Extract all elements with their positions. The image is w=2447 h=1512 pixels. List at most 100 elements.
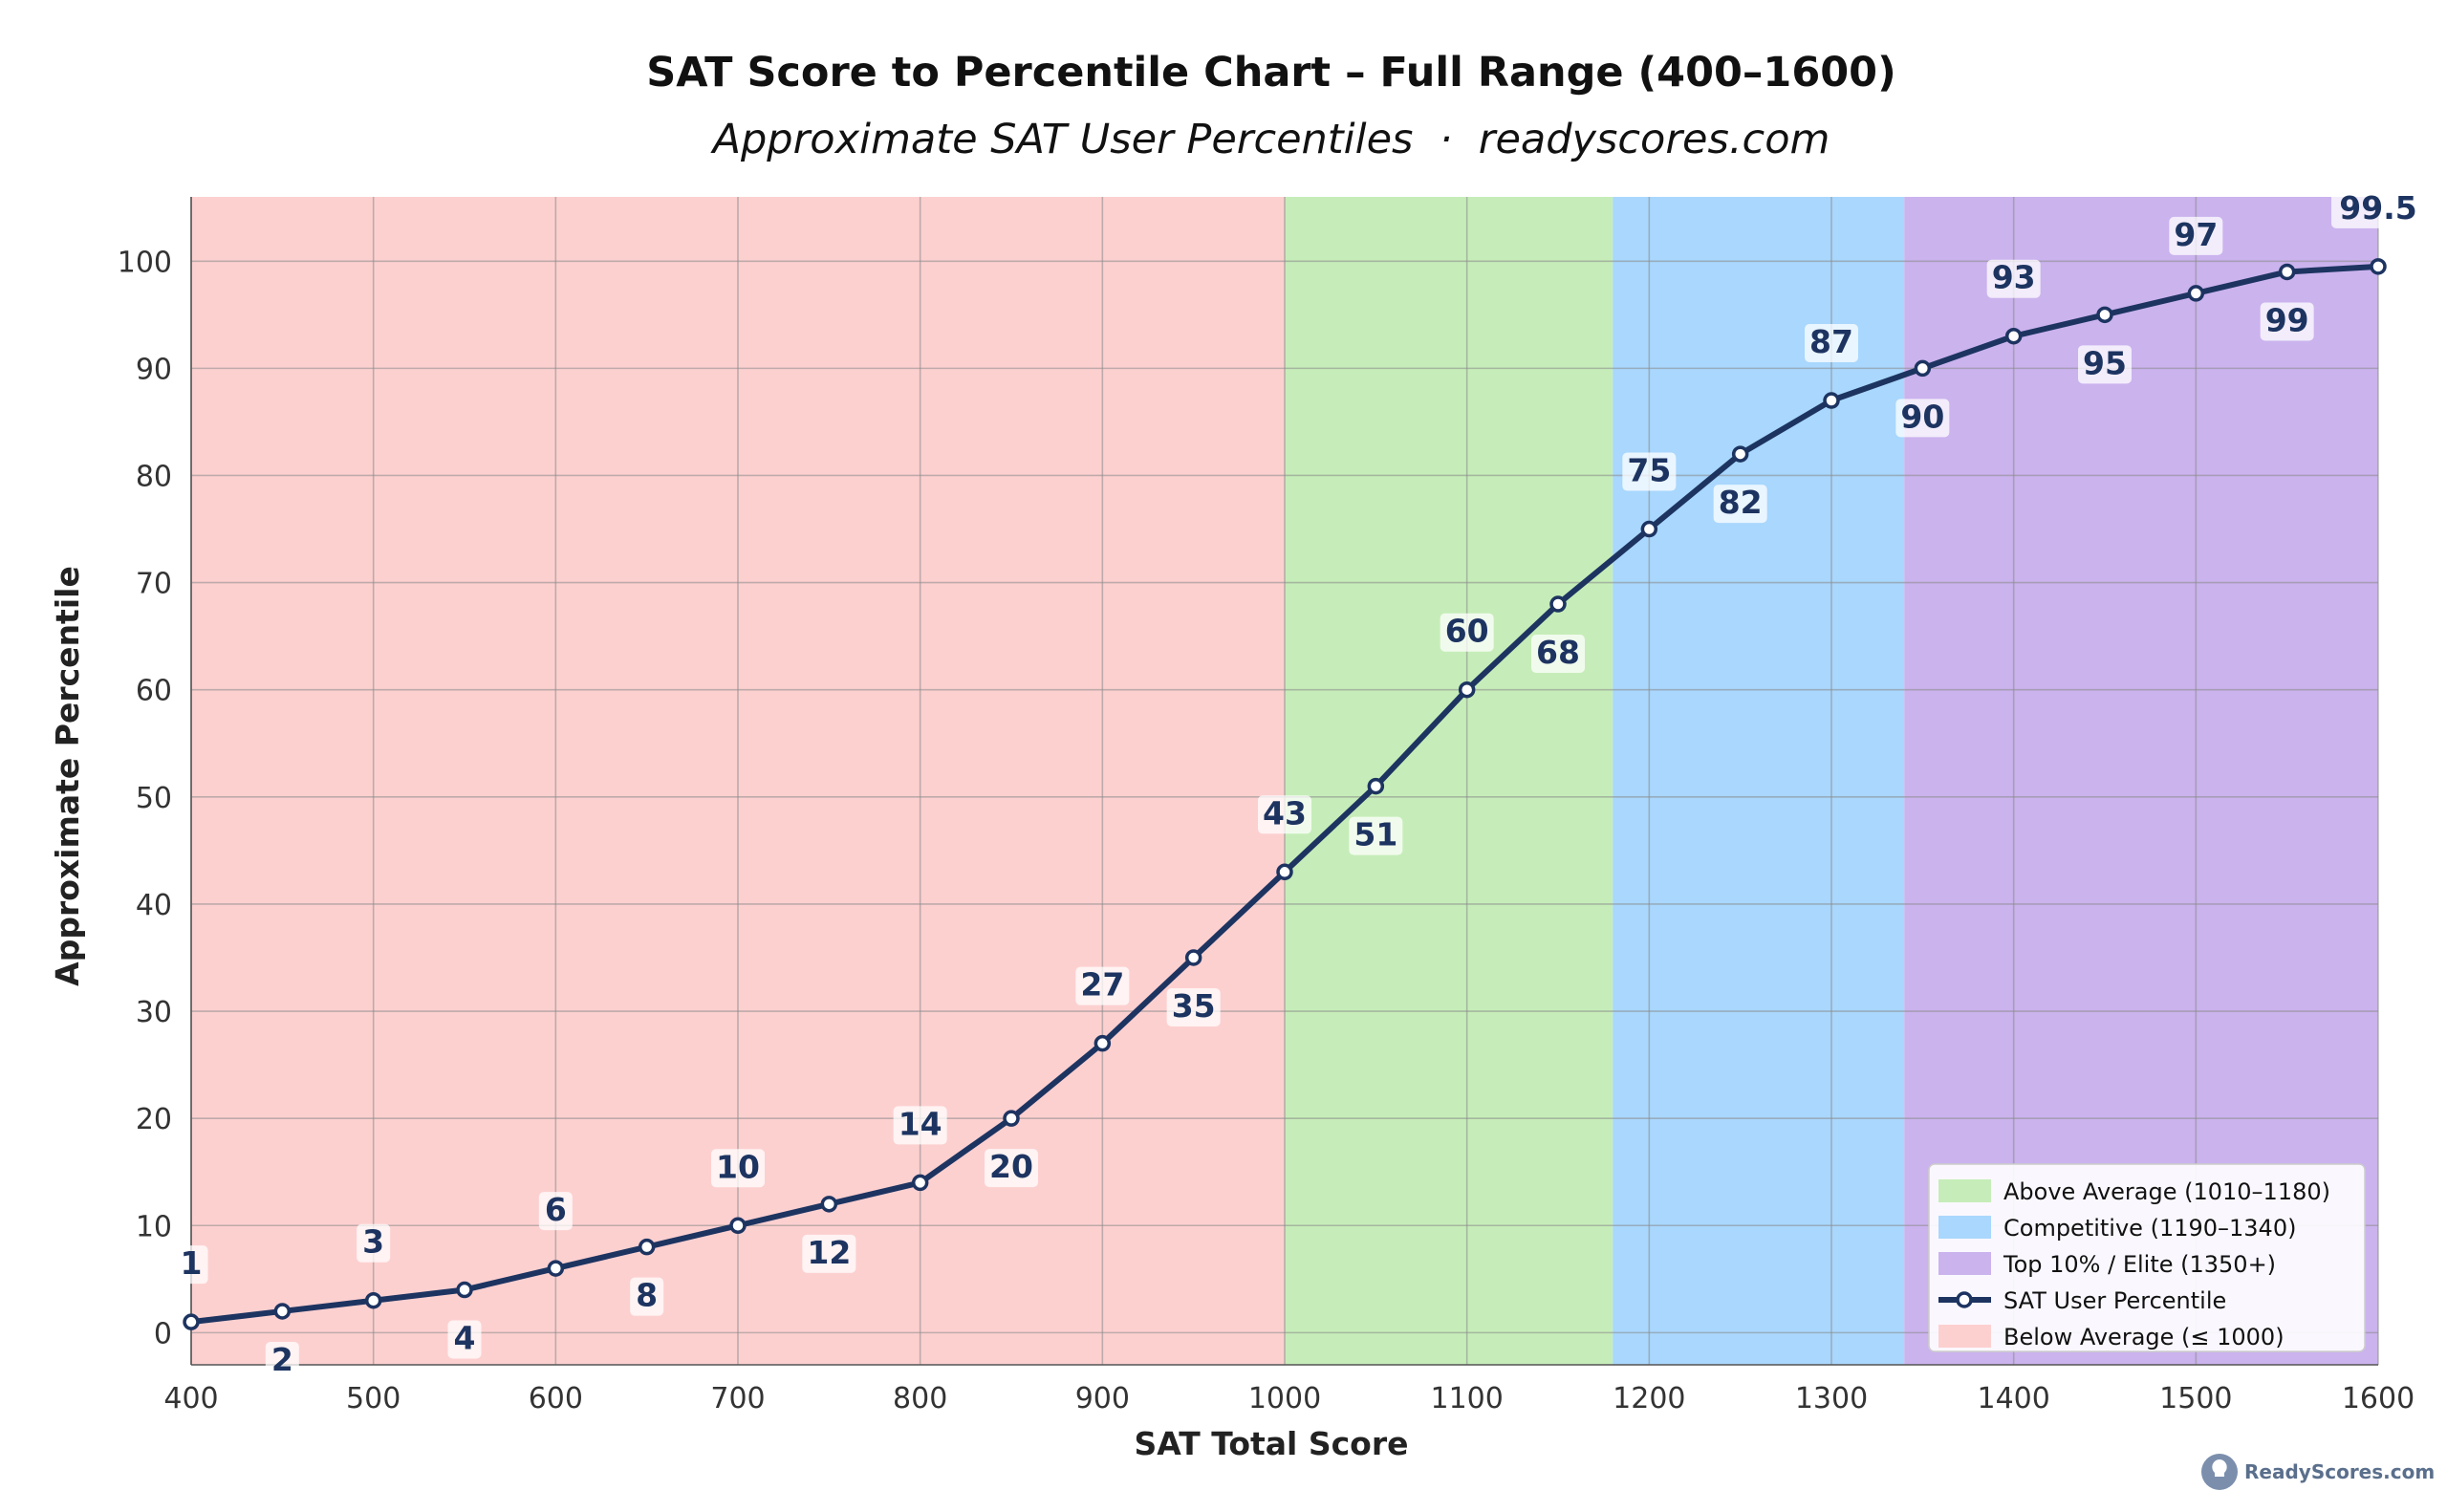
data-point xyxy=(1823,392,1840,409)
data-label: 87 xyxy=(1809,323,1853,360)
data-label: 14 xyxy=(899,1105,942,1142)
legend: Above Average (1010–1180) Competitive (11… xyxy=(1928,1163,2366,1352)
data-label: 95 xyxy=(2083,344,2127,381)
x-tick-label: 700 xyxy=(710,1382,765,1415)
legend-label: Competitive (1190–1340) xyxy=(2003,1215,2296,1242)
data-point xyxy=(820,1196,838,1213)
legend-label: Below Average (≤ 1000) xyxy=(2003,1324,2285,1350)
data-label: 6 xyxy=(545,1191,567,1228)
legend-label: SAT User Percentile xyxy=(2003,1287,2226,1314)
data-point xyxy=(1640,520,1658,538)
data-label-bg xyxy=(1713,485,1767,524)
data-label: 2 xyxy=(271,1341,293,1378)
legend-swatch xyxy=(1938,1179,1991,1202)
data-label: 99 xyxy=(2265,301,2309,338)
x-tick-label: 400 xyxy=(163,1382,218,1415)
data-label: 93 xyxy=(1992,259,2036,296)
data-label: 12 xyxy=(807,1234,851,1271)
data-label-bg xyxy=(1075,966,1130,1005)
data-point xyxy=(729,1217,747,1235)
y-tick-label: 90 xyxy=(136,353,172,386)
x-tick-label: 1300 xyxy=(1795,1382,1868,1415)
data-label-bg xyxy=(985,1149,1038,1188)
data-label-bg xyxy=(802,1234,856,1273)
x-tick-label: 1200 xyxy=(1613,1382,1685,1415)
chart-subtitle: Approximate SAT User Percentiles · ready… xyxy=(710,116,1830,163)
data-point xyxy=(1731,445,1749,463)
data-label: 43 xyxy=(1263,794,1307,832)
x-tick-label: 1600 xyxy=(2342,1382,2415,1415)
legend-swatch xyxy=(1938,1216,1991,1239)
data-label-bg xyxy=(2169,216,2223,255)
data-point xyxy=(364,1291,382,1309)
data-label: 99.5 xyxy=(2339,189,2416,227)
x-tick-label: 1000 xyxy=(1248,1382,1321,1415)
data-label-bg xyxy=(1349,816,1403,855)
data-label: 3 xyxy=(362,1223,384,1261)
watermark-text: ReadyScores.com xyxy=(2244,1460,2435,1483)
data-label-bg xyxy=(1895,399,1950,438)
y-tick-label: 80 xyxy=(136,460,172,493)
y-tick-label: 0 xyxy=(154,1317,172,1350)
data-label-bg xyxy=(1805,324,1858,363)
data-label: 60 xyxy=(1445,613,1489,650)
data-point xyxy=(1458,680,1476,699)
data-point xyxy=(2096,306,2113,324)
y-tick-label: 40 xyxy=(136,889,172,922)
x-axis-label: SAT Total Score xyxy=(1134,1425,1408,1462)
data-label: 51 xyxy=(1353,816,1397,853)
data-label-bg xyxy=(1986,259,2041,298)
data-label-bg xyxy=(265,1341,299,1380)
legend-label: Top 10% / Elite (1350+) xyxy=(2003,1251,2276,1278)
data-label-bg xyxy=(538,1192,573,1231)
data-label-bg xyxy=(711,1149,765,1188)
x-tick-label: 1400 xyxy=(1977,1382,2049,1415)
legend-marker xyxy=(1956,1291,1973,1308)
data-point xyxy=(1549,595,1567,613)
data-point xyxy=(1184,949,1202,966)
y-tick-label: 70 xyxy=(136,568,172,601)
data-label-bg xyxy=(1440,613,1494,652)
x-tick-label: 1500 xyxy=(2159,1382,2232,1415)
data-label: 68 xyxy=(1536,634,1580,671)
data-label: 27 xyxy=(1080,966,1124,1004)
data-point xyxy=(2370,258,2387,275)
data-label-bg xyxy=(1258,795,1311,834)
data-label-bg xyxy=(893,1106,947,1145)
band-1 xyxy=(1285,197,1613,1365)
data-label-bg xyxy=(2078,345,2132,384)
data-point xyxy=(2004,327,2023,345)
data-label-bg xyxy=(630,1277,664,1316)
lightbulb-icon-glyph xyxy=(2212,1459,2227,1477)
data-point xyxy=(273,1303,292,1320)
legend-swatch xyxy=(1938,1325,1991,1348)
data-point xyxy=(456,1281,473,1299)
data-point xyxy=(1003,1110,1020,1127)
data-point xyxy=(638,1238,656,1256)
data-point xyxy=(911,1174,929,1192)
data-label: 20 xyxy=(989,1148,1033,1185)
band-2 xyxy=(1613,197,1905,1365)
data-point xyxy=(547,1260,565,1277)
data-point xyxy=(183,1313,200,1330)
watermark: ReadyScores.com xyxy=(2201,1454,2435,1490)
data-point xyxy=(1094,1034,1112,1052)
y-tick-label: 10 xyxy=(136,1210,172,1243)
data-label-bg xyxy=(2260,302,2314,341)
data-label: 90 xyxy=(1900,398,1944,435)
legend-swatch xyxy=(1938,1252,1991,1275)
x-tick-label: 900 xyxy=(1075,1382,1130,1415)
data-point xyxy=(2278,263,2296,281)
y-axis-label: Approximate Percentile xyxy=(49,566,86,986)
y-tick-label: 60 xyxy=(136,675,172,708)
data-label-bg xyxy=(1166,987,1221,1026)
data-label-bg xyxy=(447,1320,482,1359)
y-tick-label: 30 xyxy=(136,996,172,1029)
data-label-bg xyxy=(174,1245,208,1285)
data-label: 1 xyxy=(181,1244,203,1282)
chart-title: SAT Score to Percentile Chart – Full Ran… xyxy=(646,49,1896,97)
legend-label: Above Average (1010–1180) xyxy=(2003,1178,2330,1205)
data-label-bg xyxy=(357,1223,391,1263)
data-label: 10 xyxy=(716,1148,760,1185)
x-tick-label: 1100 xyxy=(1430,1382,1503,1415)
